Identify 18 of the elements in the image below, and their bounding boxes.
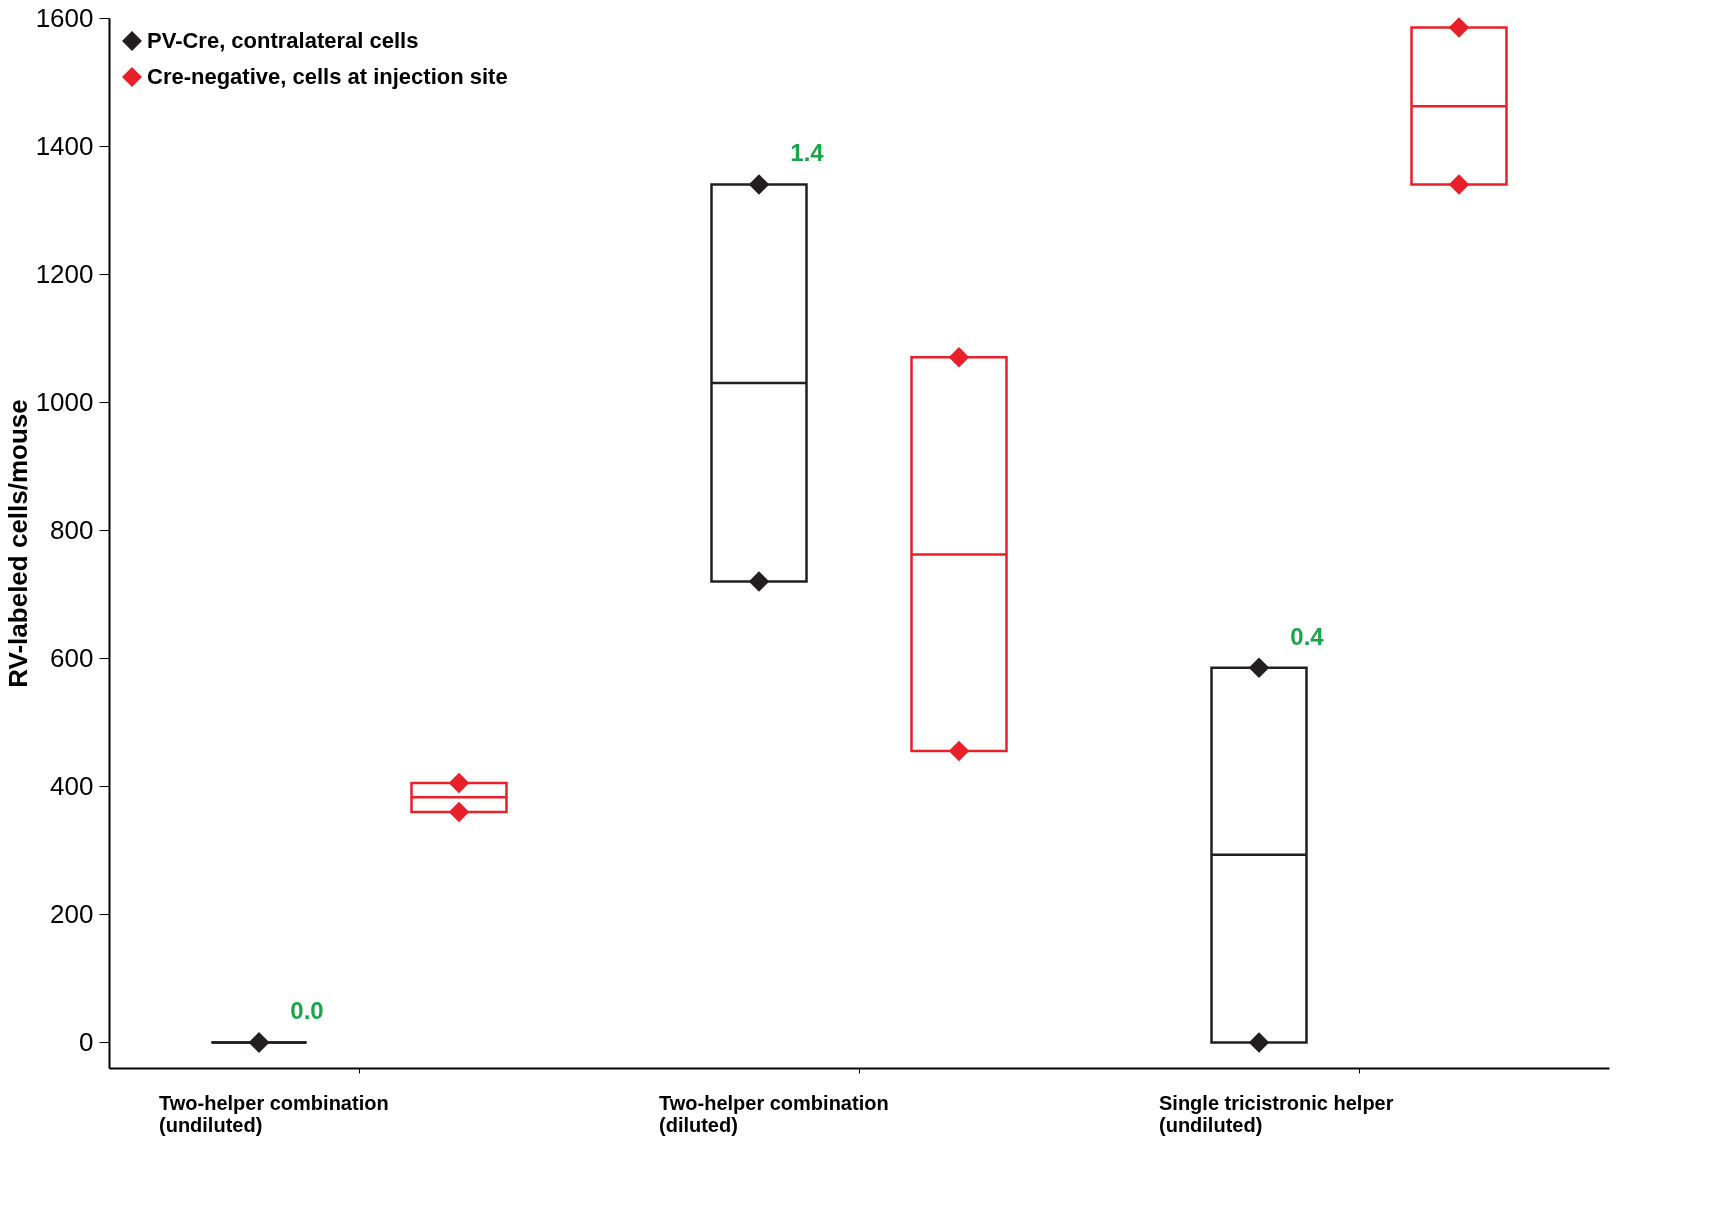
y-tick-label: 1400 [35,130,94,161]
y-tick-label: 400 [50,770,94,801]
y-axis-title: RV-labeled cells/mouse [2,399,33,688]
x-tick-label: Two-helper combination (undiluted) [159,1091,389,1136]
y-tick-label: 0 [79,1026,94,1057]
x-tick-label: Single tricistronic helper (undiluted) [1159,1091,1394,1136]
y-tick-label: 1600 [35,2,94,33]
legend-label: PV-Cre, contralateral cells [147,28,419,53]
y-tick-label: 1200 [35,258,94,289]
annotation: 0.0 [290,997,324,1025]
y-tick-label: 1000 [35,386,94,417]
annotation: 1.4 [790,139,825,167]
y-tick-label: 200 [50,898,94,929]
y-tick-label: 800 [50,514,94,545]
y-tick-label: 600 [50,642,94,673]
annotation: 0.4 [1290,622,1325,650]
x-tick-label: Two-helper combination (diluted) [659,1091,889,1136]
legend-label: Cre-negative, cells at injection site [147,64,508,89]
